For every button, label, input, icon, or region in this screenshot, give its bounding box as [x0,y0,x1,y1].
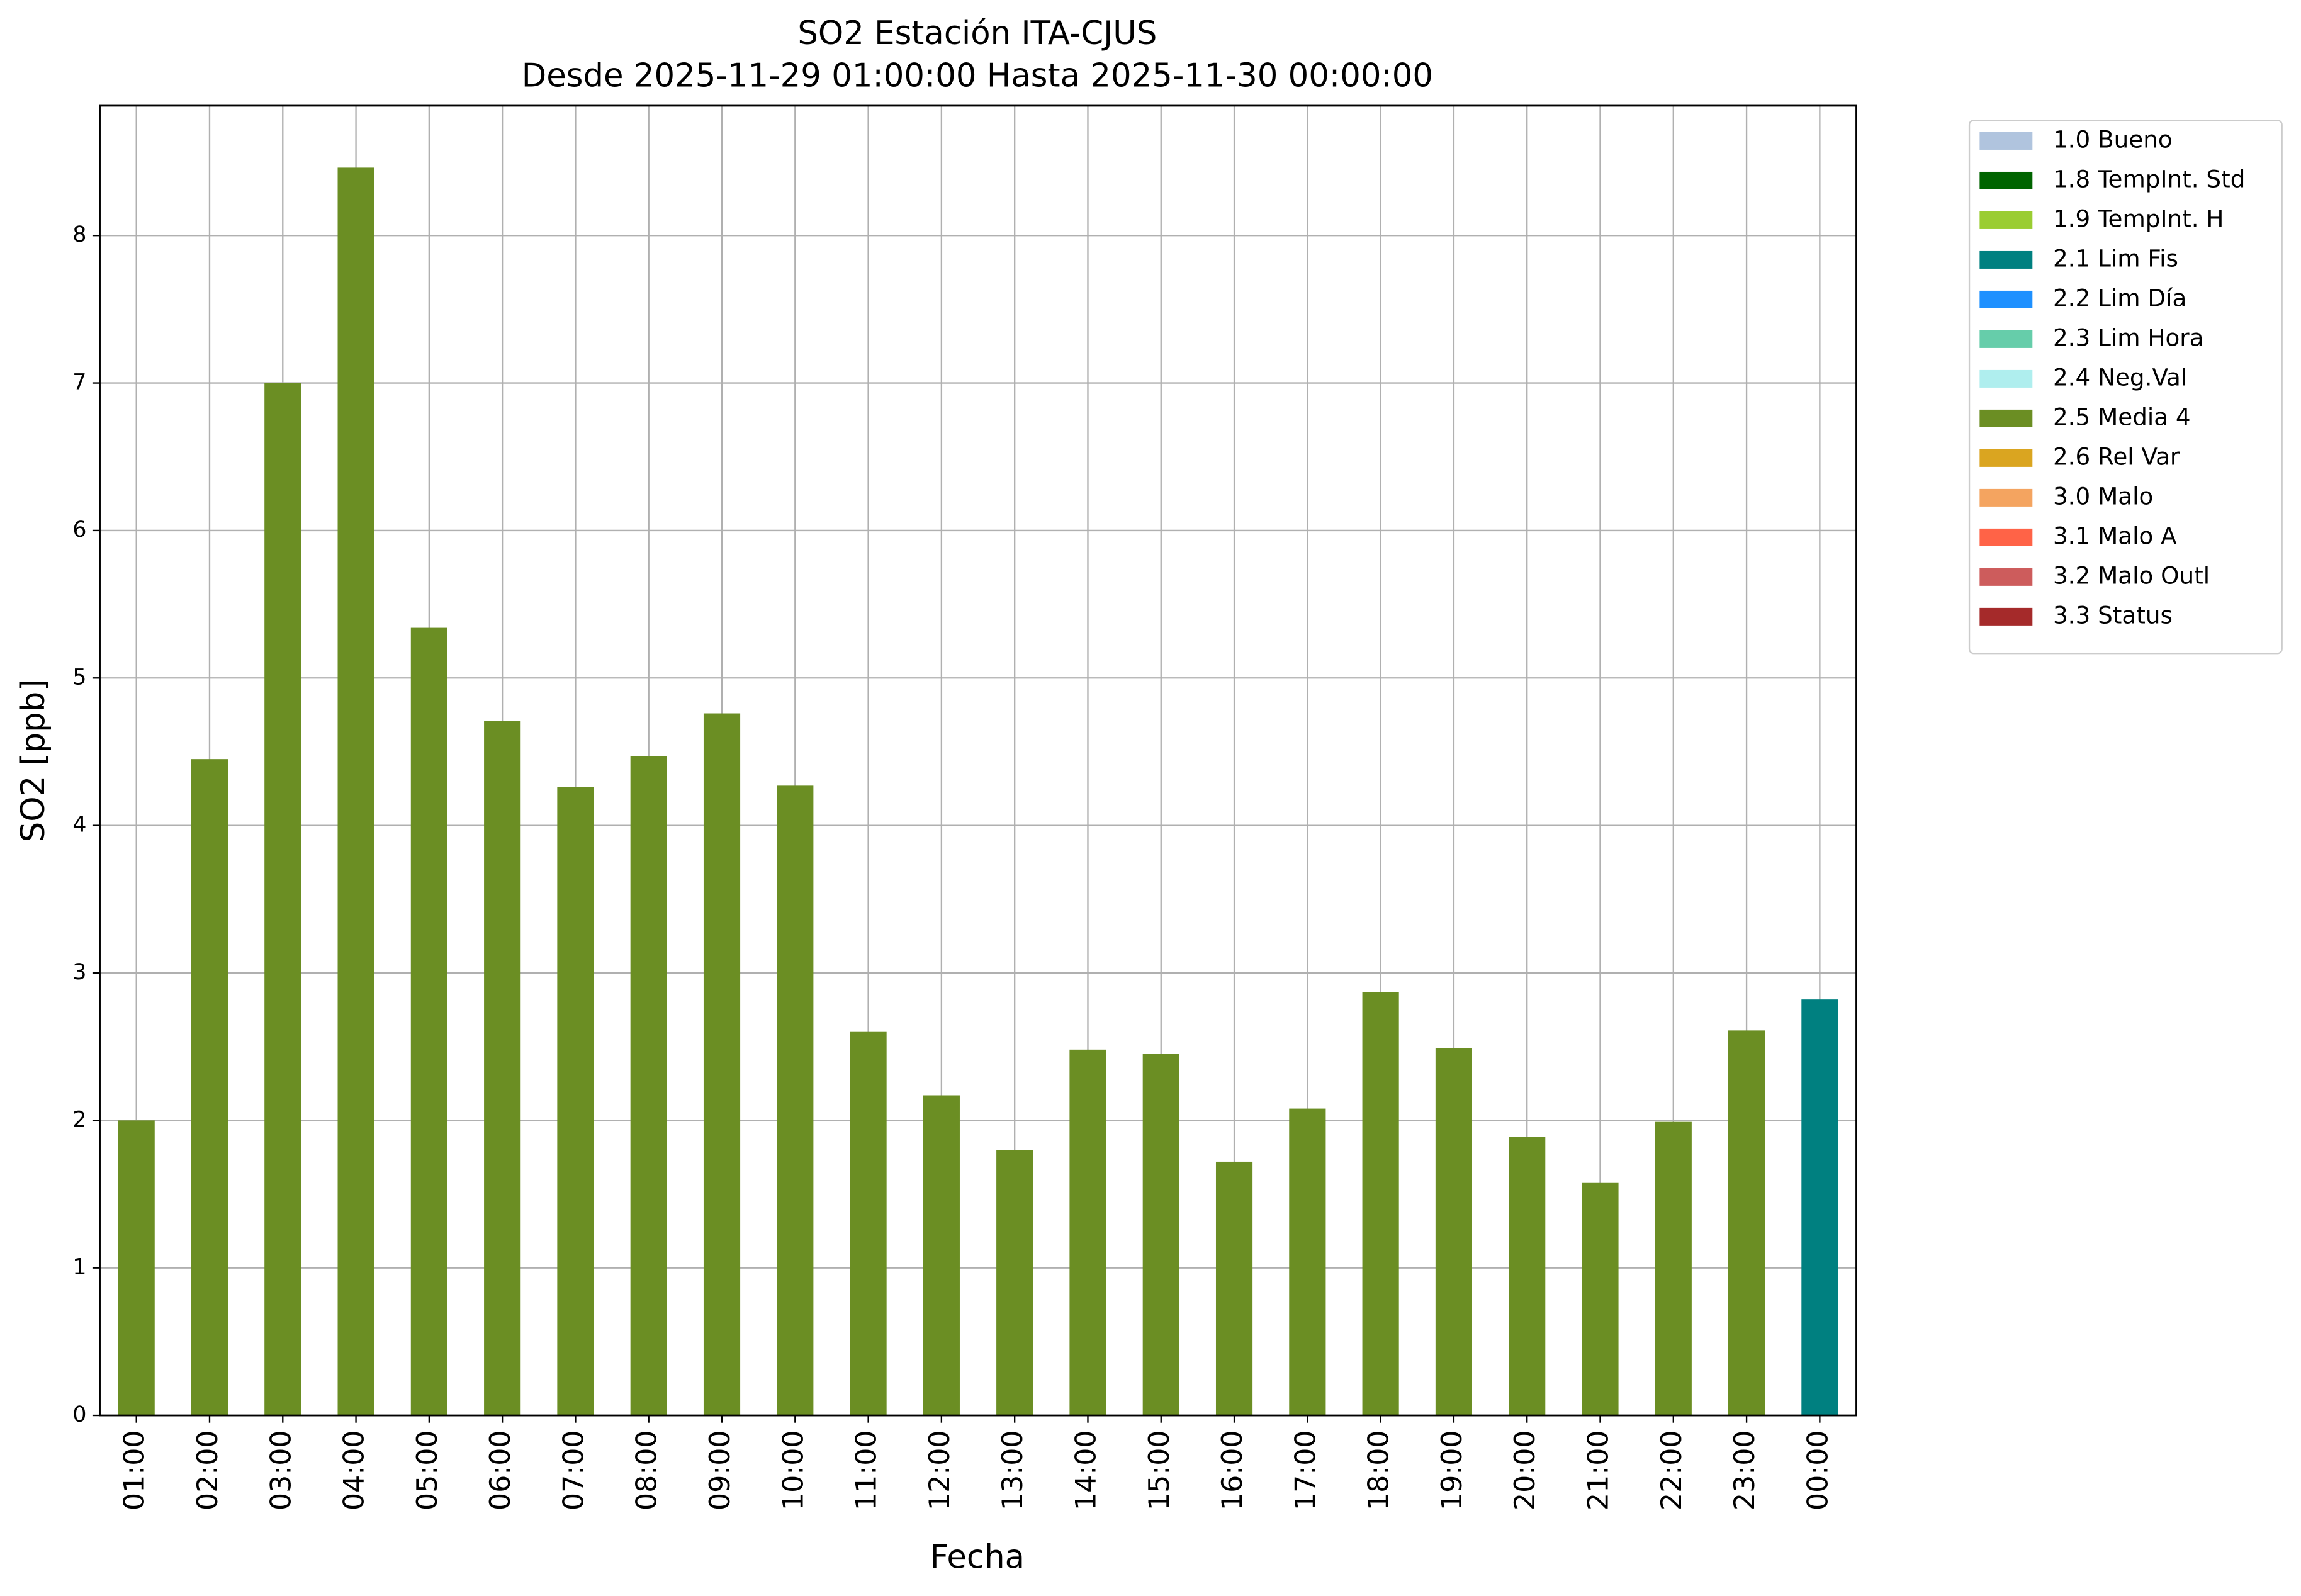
legend-label: 2.3 Lim Hora [2053,323,2203,351]
x-tick-label: 11:00 [851,1430,883,1510]
x-tick-label: 06:00 [485,1430,517,1510]
bar [923,1095,960,1416]
legend-swatch [1979,132,2033,150]
x-tick-label: 14:00 [1070,1430,1102,1510]
bar [850,1031,887,1416]
y-tick-label: 2 [72,1107,86,1132]
x-tick-label: 13:00 [997,1430,1029,1510]
legend-swatch [1979,449,2033,467]
x-tick-label: 20:00 [1509,1430,1541,1510]
bar [1509,1137,1546,1416]
bar [264,383,301,1416]
legend-swatch [1979,568,2033,586]
x-tick-label: 15:00 [1144,1430,1176,1510]
bar [777,785,814,1416]
bar [1142,1054,1179,1416]
bar [630,756,667,1416]
y-tick-label: 4 [72,812,86,838]
legend-swatch [1979,330,2033,348]
legend-box [1968,120,2283,655]
legend-label: 2.2 Lim Día [2053,284,2186,312]
x-axis-label: Fecha [930,1539,1025,1576]
y-tick-label: 1 [72,1255,86,1280]
legend-label: 3.1 Malo A [2053,522,2177,549]
bar [1362,992,1399,1416]
y-tick-label: 8 [72,222,86,247]
x-tick-label: 03:00 [265,1430,297,1510]
legend-label: 1.9 TempInt. H [2053,205,2224,232]
x-tick-label: 08:00 [631,1430,663,1510]
chart-subtitle: Desde 2025-11-29 01:00:00 Hasta 2025-11-… [522,57,1433,95]
x-tick-label: 19:00 [1436,1430,1468,1510]
bar [996,1150,1033,1416]
chart-title: SO2 Estación ITA-CJUS [797,14,1157,52]
y-tick-label: 7 [72,370,86,395]
x-tick-label: 17:00 [1290,1430,1322,1510]
bar [1655,1121,1692,1416]
bar [1215,1161,1253,1416]
x-tick-label: 16:00 [1217,1430,1249,1510]
x-tick-label: 01:00 [119,1430,151,1510]
legend-swatch [1979,528,2033,546]
legend-label: 2.6 Rel Var [2053,442,2180,470]
legend-label: 3.0 Malo [2053,482,2153,510]
legend-swatch [1979,211,2033,229]
bar [484,721,521,1416]
x-tick-label: 10:00 [777,1430,809,1510]
y-tick-label: 0 [72,1402,86,1427]
legend-label: 3.3 Status [2053,601,2173,629]
bar [703,713,741,1416]
x-tick-label: 18:00 [1363,1430,1395,1510]
x-tick-label: 02:00 [192,1430,224,1510]
bar [191,759,228,1416]
plot-frame [99,104,1857,1417]
bar [1435,1048,1472,1416]
legend-swatch [1979,369,2033,388]
legend-label: 2.1 Lim Fis [2053,244,2178,272]
x-tick-label: 00:00 [1802,1430,1834,1510]
legend-swatch [1979,171,2033,189]
bar [1582,1182,1619,1416]
legend-label: 1.0 Bueno [2053,125,2173,153]
bar [337,167,374,1416]
x-tick-label: 12:00 [924,1430,956,1510]
bar [118,1120,155,1416]
y-tick-label: 5 [72,665,86,690]
legend-label: 1.8 TempInt. Std [2053,165,2245,193]
x-tick-label: 04:00 [339,1430,371,1510]
bar [1801,999,1838,1416]
x-tick-label: 05:00 [412,1430,444,1510]
x-tick-label: 09:00 [704,1430,736,1510]
y-axis-label: SO2 [ppb] [14,679,52,843]
bar [1289,1108,1326,1416]
y-tick-label: 6 [72,517,86,542]
x-tick-label: 21:00 [1583,1430,1615,1510]
legend-swatch [1979,290,2033,308]
x-tick-label: 22:00 [1656,1430,1688,1510]
x-tick-label: 23:00 [1729,1430,1761,1510]
x-tick-label: 07:00 [558,1430,590,1510]
legend-swatch [1979,250,2033,269]
legend-swatch [1979,409,2033,427]
bar [1728,1030,1765,1416]
legend-label: 3.2 Malo Outl [2053,561,2210,589]
y-tick-label: 3 [72,960,86,985]
legend-swatch [1979,488,2033,507]
bar [410,627,447,1416]
bar [1069,1049,1106,1416]
legend-label: 2.4 Neg.Val [2053,363,2187,391]
legend-label: 2.5 Media 4 [2053,403,2191,430]
legend-swatch [1979,607,2033,626]
bar [557,787,594,1416]
